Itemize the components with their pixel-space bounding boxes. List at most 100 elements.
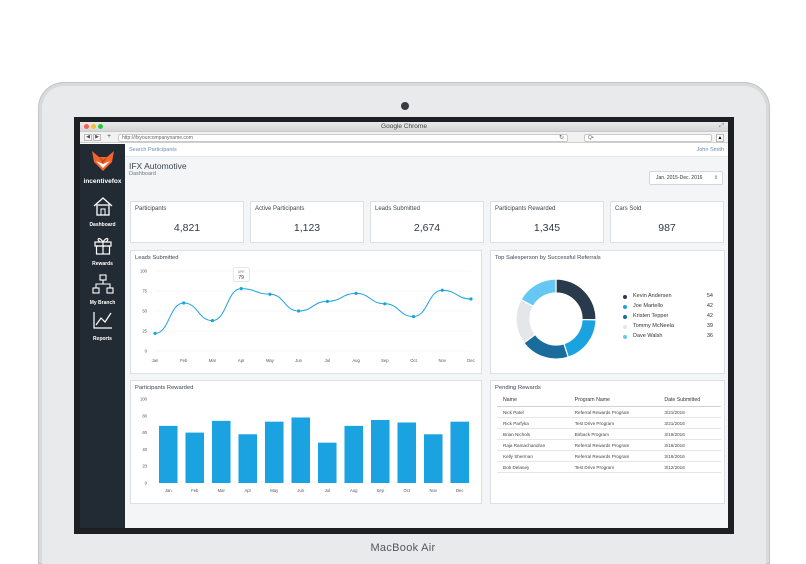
bar (450, 421, 470, 483)
sidebar-item-label: Reports (93, 336, 112, 342)
search-participants-input[interactable]: Search Participants (129, 147, 177, 153)
user-menu[interactable]: John Smith (696, 147, 724, 153)
bar (211, 420, 231, 483)
url-bar[interactable]: http://ifxyourcompanyname.com ↻ (118, 133, 568, 142)
close-window-button[interactable] (84, 124, 89, 129)
x-tick-label: Nov (439, 358, 447, 363)
bar (317, 442, 337, 483)
data-point (411, 315, 416, 319)
data-point (153, 331, 157, 335)
zoom-window-button[interactable] (98, 124, 103, 129)
cell-program: Referral Rewards Program (568, 406, 659, 418)
sidebar-item-my-branch[interactable]: My Branch (80, 274, 125, 306)
kpi-card-participants-rewarded[interactable]: Participants Rewarded 1,345 (490, 201, 604, 243)
browser-toolbar: ◀ ▶ + http://ifxyourcompanyname.com ↻ Q•… (80, 132, 728, 143)
main-content: Search Participants John Smith IFX Autom… (125, 144, 728, 528)
table-row[interactable]: Bob Delaney Test Drive Program 3/12/2016 (497, 461, 721, 473)
pending-rewards-panel: Pending Rewards Name Program Name Date S… (490, 380, 725, 504)
salesperson-donut-chart (515, 278, 597, 360)
bar (344, 425, 364, 483)
legend-item: Dave Walsh 36 (623, 333, 713, 343)
legend-value: 54 (706, 293, 713, 299)
table-row[interactable]: Rick Parfyka Test Drive Program 3/21/201… (497, 417, 721, 429)
cell-date: 3/21/2016 (658, 406, 721, 418)
sidebar-item-dashboard[interactable]: Dashboard (80, 196, 125, 228)
column-header[interactable]: Program Name (568, 395, 659, 407)
cell-program: Referral Rewards Program (568, 450, 659, 462)
kpi-label: Participants (135, 206, 167, 212)
kpi-card-active-participants[interactable]: Active Participants 1,123 (250, 201, 364, 243)
kpi-card-leads-submitted[interactable]: Leads Submitted 2,674 (370, 201, 484, 243)
table-row[interactable]: Kelly Sherman Referral Rewards Program 3… (497, 450, 721, 462)
bar (264, 421, 284, 483)
legend-label: Dave Walsh (633, 333, 663, 339)
bar (158, 425, 178, 483)
minimize-window-button[interactable] (91, 124, 96, 129)
fullscreen-icon[interactable]: ⤢ (719, 123, 724, 129)
cell-name: Raja Ramachandran (497, 439, 569, 451)
new-tab-icon[interactable]: + (106, 133, 112, 140)
table-row[interactable]: Brian Nichols Birback Program 3/19/2016 (497, 428, 721, 440)
sidebar-item-label: Dashboard (89, 222, 116, 228)
kpi-card-cars-sold[interactable]: Cars Sold 987 (610, 201, 724, 243)
legend-label: Joe Martello (633, 303, 663, 309)
table-row[interactable]: Raja Ramachandran Referral Rewards Progr… (497, 439, 721, 451)
back-button[interactable]: ◀ (84, 134, 92, 141)
browser-titlebar: Google Chrome ⤢ (80, 122, 728, 132)
y-tick-label: 80 (142, 413, 147, 418)
cell-program: Referral Rewards Program (568, 439, 659, 451)
bar (370, 420, 390, 483)
kpi-value: 987 (658, 222, 676, 234)
org-chart-icon (91, 274, 114, 294)
x-tick-label: Dec (467, 358, 474, 363)
bar (397, 422, 417, 483)
kpi-card-participants[interactable]: Participants 4,821 (130, 201, 244, 243)
tooltip-label: APR (238, 270, 245, 274)
cell-date: 3/21/2016 (658, 417, 721, 429)
legend-label: Kevin Andersen (633, 293, 672, 299)
bar (238, 434, 258, 483)
sidebar-item-reports[interactable]: Reports (80, 310, 125, 342)
page-subtitle: Dashboard (129, 171, 156, 177)
x-tick-label: Jan (152, 358, 159, 363)
participants-rewarded-panel: Participants Rewarded 0 20 40 60 80 100 Jan Feb… (130, 380, 482, 504)
x-tick-label: Jun (295, 358, 302, 363)
share-icon[interactable]: ▲ (716, 133, 724, 142)
panel-title: Top Salesperson by Successful Referrals (495, 255, 601, 261)
forward-button[interactable]: ▶ (93, 134, 101, 141)
pending-rewards-table: Name Program Name Date Submitted Nick Pa… (497, 395, 721, 473)
x-tick-label: May (266, 358, 275, 363)
reload-icon[interactable]: ↻ (558, 134, 564, 141)
data-point (383, 302, 387, 306)
donut-legend: Kevin Andersen 54 Joe Martello 42 Kriste… (623, 293, 713, 343)
date-range-select[interactable]: Jan. 2015-Dec. 2016 ⇕ (649, 171, 723, 185)
page-title: IFX Automotive (129, 161, 187, 171)
legend-value: 39 (706, 323, 713, 329)
legend-label: Tommy McNeela (633, 323, 674, 329)
donut-slice (563, 318, 597, 358)
sidebar-item-rewards[interactable]: Rewards (80, 235, 125, 267)
data-point (239, 287, 243, 291)
url-text: http://ifxyourcompanyname.com (122, 134, 193, 141)
data-point (354, 291, 358, 295)
bar (291, 417, 311, 483)
chevron-updown-icon: ⇕ (713, 175, 718, 181)
leads-submitted-panel: Leads Submitted 0 25 50 75 100 Jan Feb Mar Apr Ma… (130, 250, 482, 374)
top-salesperson-panel: Top Salesperson by Successful Referrals … (490, 250, 725, 374)
column-header[interactable]: Name (497, 395, 569, 407)
tooltip-box (232, 267, 250, 282)
y-tick-label: 25 (142, 329, 147, 334)
x-tick-label: Sep (381, 358, 389, 363)
panel-title: Pending Rewards (495, 385, 541, 391)
data-point (210, 319, 215, 323)
legend-item: Kevin Andersen 54 (623, 293, 713, 303)
cell-program: Test Drive Program (568, 417, 659, 429)
x-tick-label: Jul (325, 358, 330, 363)
column-header[interactable]: Date Submitted (658, 395, 721, 407)
data-point (297, 309, 301, 313)
logo[interactable]: incentivefox (80, 150, 125, 185)
table-row[interactable]: Nick Patel Referral Rewards Program 3/21… (497, 406, 721, 418)
x-tick-label: Sep (377, 488, 385, 493)
browser-search-input[interactable]: Q• (584, 133, 712, 142)
y-tick-label: 100 (140, 397, 148, 402)
